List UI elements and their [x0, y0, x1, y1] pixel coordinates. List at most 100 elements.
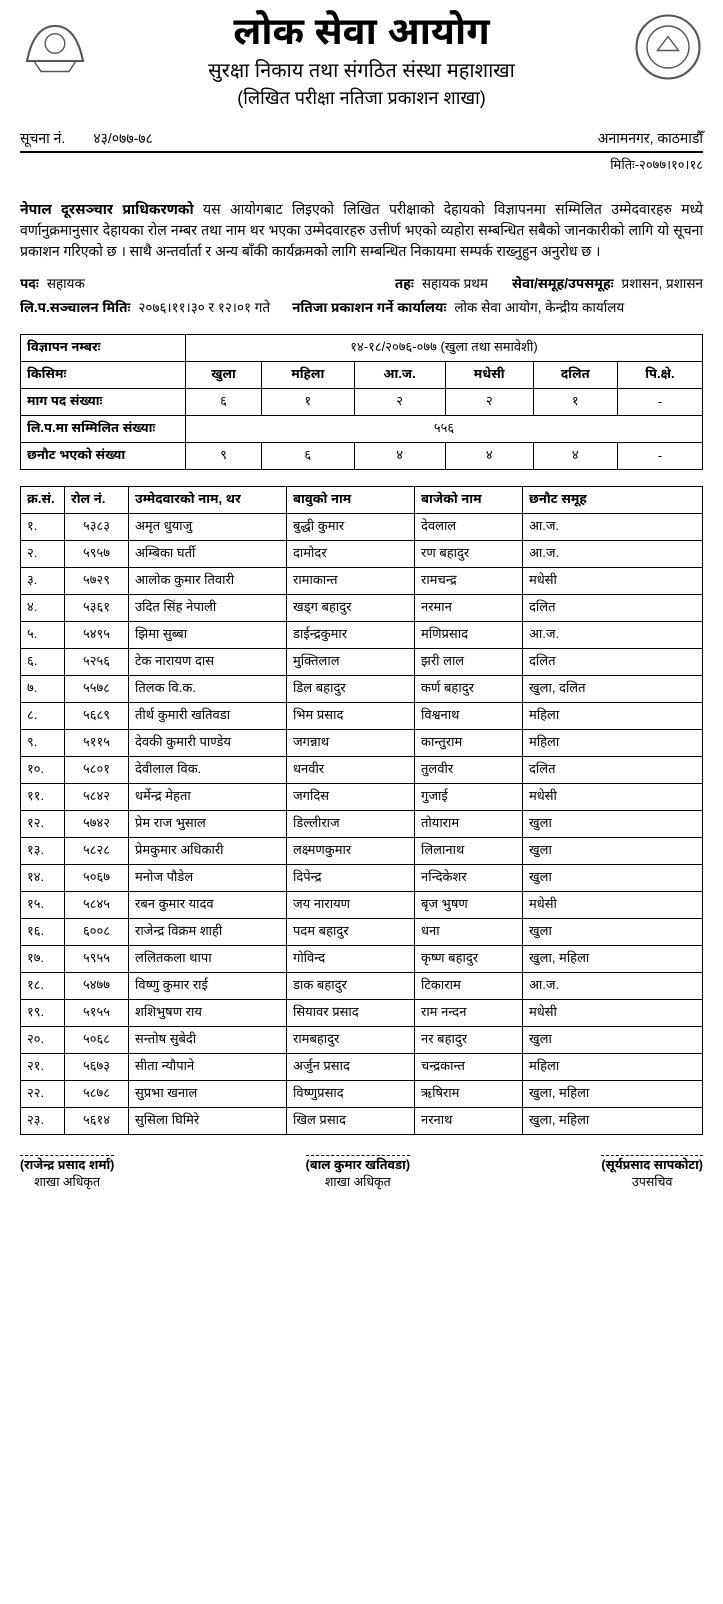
office-label: नतिजा प्रकाशन गर्ने कार्यालयः [292, 300, 446, 318]
table-cell: दलित [523, 648, 703, 675]
table-cell: ५४७७ [65, 972, 129, 999]
type-cell: मधेसी [445, 361, 533, 388]
table-row: ९.५११५देवकी कुमारी पाण्डेयजगन्नाथकान्तुर… [21, 729, 703, 756]
type-cell: पि.क्षे. [617, 361, 702, 388]
table-cell: दलित [523, 756, 703, 783]
signature-name: (सूर्यप्रसाद सापकोटा) [601, 1155, 703, 1175]
table-cell: विष्णु कुमार राई [129, 972, 287, 999]
table-cell: १६. [21, 918, 65, 945]
demand-cell: १ [261, 388, 354, 415]
post-value: सहायक [47, 276, 85, 294]
table-cell: आ.ज. [523, 540, 703, 567]
table-cell: मधेसी [523, 783, 703, 810]
table-cell: सीता न्यौपाने [129, 1053, 287, 1080]
table-cell: १३. [21, 837, 65, 864]
appeared-value: ५५६ [186, 415, 703, 442]
selected-cell: ९ [186, 442, 262, 469]
table-row: १३.५८२८प्रेमकुमार अधिकारीलक्ष्मणकुमारलिल… [21, 837, 703, 864]
table-row: ५.५४९५झिमा सुब्बाडाईन्द्रकुमारमणिप्रसादआ… [21, 621, 703, 648]
ad-value: १४-१८/२०७६-०७७ (खुला तथा समावेशी) [186, 334, 703, 361]
signature-block: (सूर्यप्रसाद सापकोटा) उपसचिव [601, 1155, 703, 1192]
table-cell: डाक बहादुर [287, 972, 415, 999]
table-cell: प्रेम राज भुसाल [129, 810, 287, 837]
table-cell: सियावर प्रसाद [287, 999, 415, 1026]
table-cell: धनवीर [287, 756, 415, 783]
notice-row: सूचना नं. ४३/०७७-७८ अनामनगर, काठमाडौँ [20, 130, 703, 149]
examdate-value: २०७६।११।३० र १२।०१ गते [138, 300, 270, 318]
table-cell: ५२५६ [65, 648, 129, 675]
table-row: ८.५६८९तीर्थ कुमारी खतिवडाभिम प्रसादविश्व… [21, 702, 703, 729]
table-cell: २. [21, 540, 65, 567]
table-cell: ५. [21, 621, 65, 648]
table-row: २१.५६७३सीता न्यौपानेअर्जुन प्रसादचन्द्रक… [21, 1053, 703, 1080]
table-cell: रामबहादुर [287, 1026, 415, 1053]
org-name: नेपाल दूरसञ्चार प्राधिकरणको [20, 201, 194, 217]
table-row: १५.५८४५रबन कुमार यादवजय नारायणबृज भुषणमध… [21, 891, 703, 918]
notice-number: ४३/०७७-७८ [93, 130, 153, 149]
table-cell: देवकी कुमारी पाण्डेय [129, 729, 287, 756]
table-cell: खुला [523, 864, 703, 891]
level-value: सहायक प्रथम [422, 276, 488, 294]
column-header: छनौट समूह [523, 486, 703, 513]
table-cell: मधेसी [523, 891, 703, 918]
table-cell: नन्दिकेशर [415, 864, 523, 891]
table-cell: खुला, महिला [523, 1107, 703, 1134]
table-cell: १८. [21, 972, 65, 999]
table-cell: रण बहादुर [415, 540, 523, 567]
signatures-row: (राजेन्द्र प्रसाद शर्मा) शाखा अधिकृत (बा… [20, 1155, 703, 1192]
table-row: २.५९५७अम्बिका घर्तीदामोदररण बहादुरआ.ज. [21, 540, 703, 567]
table-cell: विश्वनाथ [415, 702, 523, 729]
table-cell: सुसिला घिमिरे [129, 1107, 287, 1134]
table-cell: ७. [21, 675, 65, 702]
table-cell: डाईन्द्रकुमार [287, 621, 415, 648]
table-cell: झिमा सुब्बा [129, 621, 287, 648]
table-cell: लिलानाथ [415, 837, 523, 864]
table-cell: टेक नारायण दास [129, 648, 287, 675]
column-header: बाजेको नाम [415, 486, 523, 513]
table-cell: मुक्तिलाल [287, 648, 415, 675]
candidates-table: क्र.सं.रोल नं.उम्मेदवारको नाम, थरबावुको … [20, 486, 703, 1135]
ad-label: विज्ञापन नम्बरः [21, 334, 186, 361]
table-cell: आ.ज. [523, 621, 703, 648]
table-row: ७.५५७८तिलक वि.क.डिल बहादुरकर्ण बहादुरखुल… [21, 675, 703, 702]
table-cell: अम्बिका घर्ती [129, 540, 287, 567]
table-cell: गुजाई [415, 783, 523, 810]
table-cell: अर्जुन प्रसाद [287, 1053, 415, 1080]
type-label: किसिमः [21, 361, 186, 388]
table-cell: खुला [523, 810, 703, 837]
table-cell: उदित सिंह नेपाली [129, 594, 287, 621]
table-cell: २३. [21, 1107, 65, 1134]
table-row: १.५३८३अमृत धुयाजुबुद्धी कुमारदेवलालआ.ज. [21, 513, 703, 540]
appeared-label: लि.प.मा सम्मिलित संख्याः [21, 415, 186, 442]
table-cell: खुला, महिला [523, 945, 703, 972]
notice-label: सूचना नं. [20, 130, 65, 149]
signature-block: (राजेन्द्र प्रसाद शर्मा) शाखा अधिकृत [20, 1155, 114, 1192]
table-cell: तोयाराम [415, 810, 523, 837]
table-cell: ३. [21, 567, 65, 594]
table-cell: ५८७८ [65, 1080, 129, 1107]
table-row: १९.५१५५शशिभुषण रायसियावर प्रसादराम नन्दन… [21, 999, 703, 1026]
table-cell: ९. [21, 729, 65, 756]
table-cell: खिल प्रसाद [287, 1107, 415, 1134]
signature-title: शाखा अधिकृत [34, 1175, 100, 1189]
selected-cell: ६ [261, 442, 354, 469]
table-cell: डिल बहादुर [287, 675, 415, 702]
table-cell: ५९५७ [65, 540, 129, 567]
table-row: १८.५४७७विष्णु कुमार राईडाक बहादुरटिकाराम… [21, 972, 703, 999]
type-cell: खुला [186, 361, 262, 388]
table-cell: ११. [21, 783, 65, 810]
type-cell: महिला [261, 361, 354, 388]
table-cell: सुप्रभा खनाल [129, 1080, 287, 1107]
table-cell: ५८४५ [65, 891, 129, 918]
table-cell: ५१५५ [65, 999, 129, 1026]
table-cell: ५४९५ [65, 621, 129, 648]
table-cell: ५०६८ [65, 1026, 129, 1053]
table-cell: तिलक वि.क. [129, 675, 287, 702]
table-cell: जय नारायण [287, 891, 415, 918]
table-cell: लक्ष्मणकुमार [287, 837, 415, 864]
demand-cell: ६ [186, 388, 262, 415]
table-cell: ५८४२ [65, 783, 129, 810]
column-header: उम्मेदवारको नाम, थर [129, 486, 287, 513]
table-cell: नरमान [415, 594, 523, 621]
table-cell: १२. [21, 810, 65, 837]
